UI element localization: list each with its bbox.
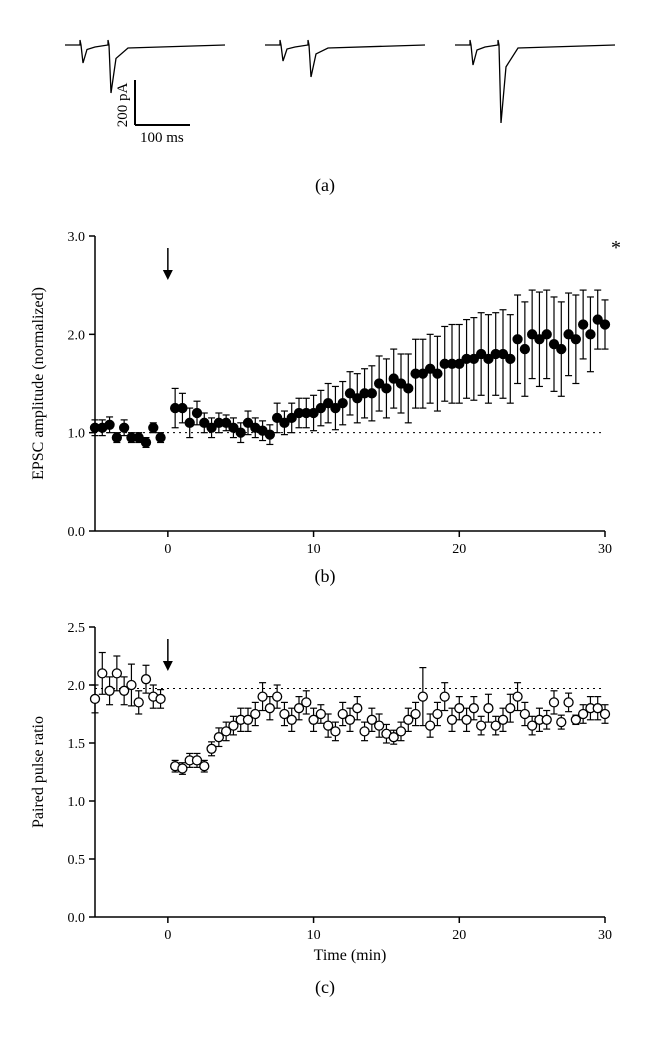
figure: 200 pA 100 ms (a) 0.0 1.0 2.0 3.0 0 10 20 30 * EPS… bbox=[20, 20, 630, 1023]
svg-text:0.5: 0.5 bbox=[68, 853, 86, 868]
svg-text:1.0: 1.0 bbox=[68, 427, 86, 442]
svg-text:2.5: 2.5 bbox=[68, 621, 86, 636]
svg-text:30: 30 bbox=[598, 542, 612, 557]
svg-text:Paired pulse ratio: Paired pulse ratio bbox=[30, 716, 47, 828]
panel-a: 200 pA 100 ms (a) bbox=[25, 20, 625, 211]
svg-text:10: 10 bbox=[307, 542, 321, 557]
panel-b-sublabel: (b) bbox=[25, 566, 625, 587]
svg-text:1.0: 1.0 bbox=[68, 795, 86, 810]
svg-text:30: 30 bbox=[598, 928, 612, 943]
svg-text:Time (min): Time (min) bbox=[314, 947, 387, 964]
svg-text:200 pA: 200 pA bbox=[115, 83, 131, 128]
svg-text:2.0: 2.0 bbox=[68, 679, 86, 694]
panel-b: 0.0 1.0 2.0 3.0 0 10 20 30 * EPSC amplitude (norm… bbox=[25, 221, 625, 602]
svg-text:1.5: 1.5 bbox=[68, 737, 86, 752]
panel-c-sublabel: (c) bbox=[25, 977, 625, 998]
panel-c: 0.0 0.5 1.0 1.5 2.0 2.5 0 10 20 30 Paired pulse ra… bbox=[25, 612, 625, 1013]
svg-text:20: 20 bbox=[452, 542, 466, 557]
svg-text:0: 0 bbox=[164, 928, 171, 943]
panel-c-chart: 0.0 0.5 1.0 1.5 2.0 2.5 0 10 20 30 Paired pulse ra… bbox=[25, 612, 625, 972]
svg-text:10: 10 bbox=[307, 928, 321, 943]
svg-text:0: 0 bbox=[164, 542, 171, 557]
svg-text:100 ms: 100 ms bbox=[140, 130, 184, 146]
svg-text:*: * bbox=[611, 237, 621, 259]
svg-text:EPSC amplitude (normalized): EPSC amplitude (normalized) bbox=[30, 287, 47, 480]
svg-text:2.0: 2.0 bbox=[68, 328, 86, 343]
panel-b-chart: 0.0 1.0 2.0 3.0 0 10 20 30 * EPSC amplitude (norm… bbox=[25, 221, 625, 561]
panel-a-traces: 200 pA 100 ms bbox=[25, 20, 625, 170]
svg-text:0.0: 0.0 bbox=[68, 525, 86, 540]
svg-text:20: 20 bbox=[452, 928, 466, 943]
svg-text:3.0: 3.0 bbox=[68, 230, 86, 245]
panel-a-sublabel: (a) bbox=[25, 175, 625, 196]
svg-text:0.0: 0.0 bbox=[68, 911, 86, 926]
